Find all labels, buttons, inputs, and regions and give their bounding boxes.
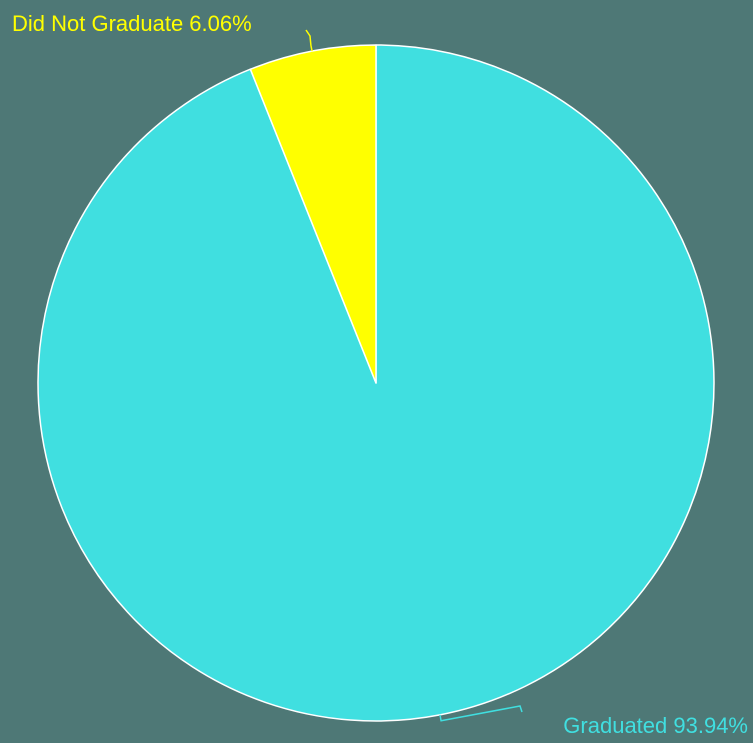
leader-line-graduated xyxy=(439,705,523,722)
leader-lines xyxy=(305,29,523,722)
label-did-not-graduate: Did Not Graduate 6.06% xyxy=(12,11,252,36)
pie-slices xyxy=(37,44,715,722)
slice-did-not-graduate xyxy=(249,44,377,384)
label-graduated: Graduated 93.94% xyxy=(563,713,748,738)
leader-line-did-not-graduate xyxy=(305,29,313,52)
slice-labels: Graduated 93.94% Did Not Graduate 6.06% xyxy=(12,11,748,738)
